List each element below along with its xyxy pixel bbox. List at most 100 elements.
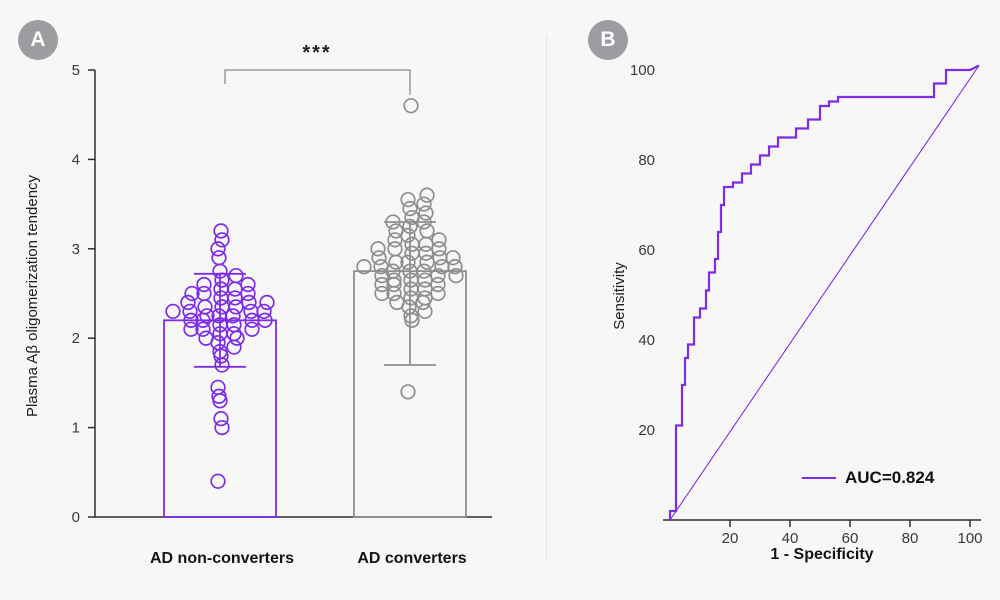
legend-line-sample (802, 477, 836, 479)
data-point (256, 303, 272, 320)
data-point (259, 294, 275, 311)
data-point (403, 308, 419, 324)
data-point (196, 285, 212, 302)
y-tick-label: 3 (72, 241, 80, 258)
panel-b-badge: B (588, 20, 628, 60)
data-point (447, 259, 463, 275)
data-point (416, 263, 432, 279)
data-point (212, 343, 228, 360)
data-point (226, 317, 242, 333)
significance-bracket (224, 69, 411, 95)
data-point (195, 321, 211, 337)
y-tick-label: 20 (638, 422, 655, 439)
data-point (197, 299, 213, 315)
data-point (400, 191, 416, 208)
data-point (400, 384, 416, 400)
data-point (431, 232, 447, 248)
auc-legend: AUC=0.824 (802, 466, 934, 490)
data-point (389, 294, 405, 311)
x-tick-label: 20 (722, 530, 739, 547)
data-point (241, 294, 257, 311)
data-point (257, 312, 273, 328)
x-tick-label: 100 (957, 530, 982, 547)
data-point (400, 254, 416, 270)
y-tick-label: 2 (72, 330, 80, 347)
group-label-converters: AD converters (357, 550, 467, 567)
x-tick-label: 60 (842, 530, 859, 547)
data-point (370, 241, 386, 257)
group-1 (353, 98, 467, 518)
data-point (430, 267, 446, 284)
data-point (387, 241, 403, 257)
data-point (228, 267, 244, 284)
data-point (373, 259, 389, 275)
panel-b-plot: 20 40 60 80 100 20 40 60 80 100 (630, 62, 983, 547)
y-tick-label: 1 (72, 420, 80, 437)
swarm-points (165, 223, 275, 489)
data-point (226, 339, 242, 355)
data-point (182, 303, 198, 320)
data-point (385, 214, 401, 230)
diagonal-reference-line (669, 65, 980, 521)
roc-curve (668, 64, 980, 520)
data-point (213, 223, 229, 239)
data-point (183, 321, 199, 337)
data-point (211, 250, 227, 266)
x-tick-label: 40 (782, 530, 799, 547)
data-point (199, 308, 215, 324)
data-point (214, 419, 230, 436)
data-point (226, 326, 242, 342)
data-point (404, 209, 420, 226)
data-point (448, 267, 464, 284)
data-point (243, 303, 259, 320)
data-point (184, 285, 200, 302)
y-tick-label: 4 (72, 151, 80, 168)
data-point (418, 205, 434, 221)
group-0 (163, 223, 277, 518)
data-point (196, 276, 212, 293)
data-point (180, 294, 196, 311)
data-point (214, 232, 230, 248)
data-point (211, 388, 227, 404)
data-point (402, 218, 418, 235)
data-point (227, 281, 243, 297)
data-point (213, 411, 229, 427)
data-point (240, 276, 256, 293)
data-point (183, 312, 199, 328)
data-point (418, 236, 434, 252)
panel-a-plot: 0 1 2 3 4 5 (72, 62, 492, 526)
x-tick-label: 80 (902, 530, 919, 547)
data-point (402, 200, 418, 217)
significance-stars: *** (302, 42, 332, 64)
data-point (403, 98, 419, 114)
legend-auc-value: AUC=0.824 (845, 468, 935, 487)
data-point (210, 241, 226, 257)
data-point (419, 223, 435, 239)
y-tick-label: 80 (638, 152, 655, 169)
data-point (445, 250, 461, 266)
y-tick-label: 5 (72, 62, 80, 79)
data-point (404, 236, 420, 252)
group-label-non-converters: AD non-converters (149, 550, 295, 567)
data-point (416, 196, 432, 212)
panel-b-x-axis-label: 1 - Specificity (770, 546, 874, 563)
y-tick-label: 40 (638, 332, 655, 349)
data-point (356, 259, 372, 275)
data-point (374, 285, 390, 302)
data-point (388, 223, 404, 239)
data-point (371, 250, 387, 266)
panel-a-badge: A (18, 20, 58, 60)
data-point (419, 187, 435, 203)
data-point (210, 379, 226, 396)
y-tick-label: 60 (638, 242, 655, 259)
data-point (214, 272, 230, 288)
data-point (417, 303, 433, 320)
y-tick-label: 0 (72, 509, 80, 526)
data-point (244, 321, 260, 337)
data-point (198, 330, 214, 346)
swarm-points (356, 98, 464, 400)
y-tick-label: 100 (630, 62, 655, 79)
data-point (165, 303, 181, 320)
data-point (225, 308, 241, 324)
